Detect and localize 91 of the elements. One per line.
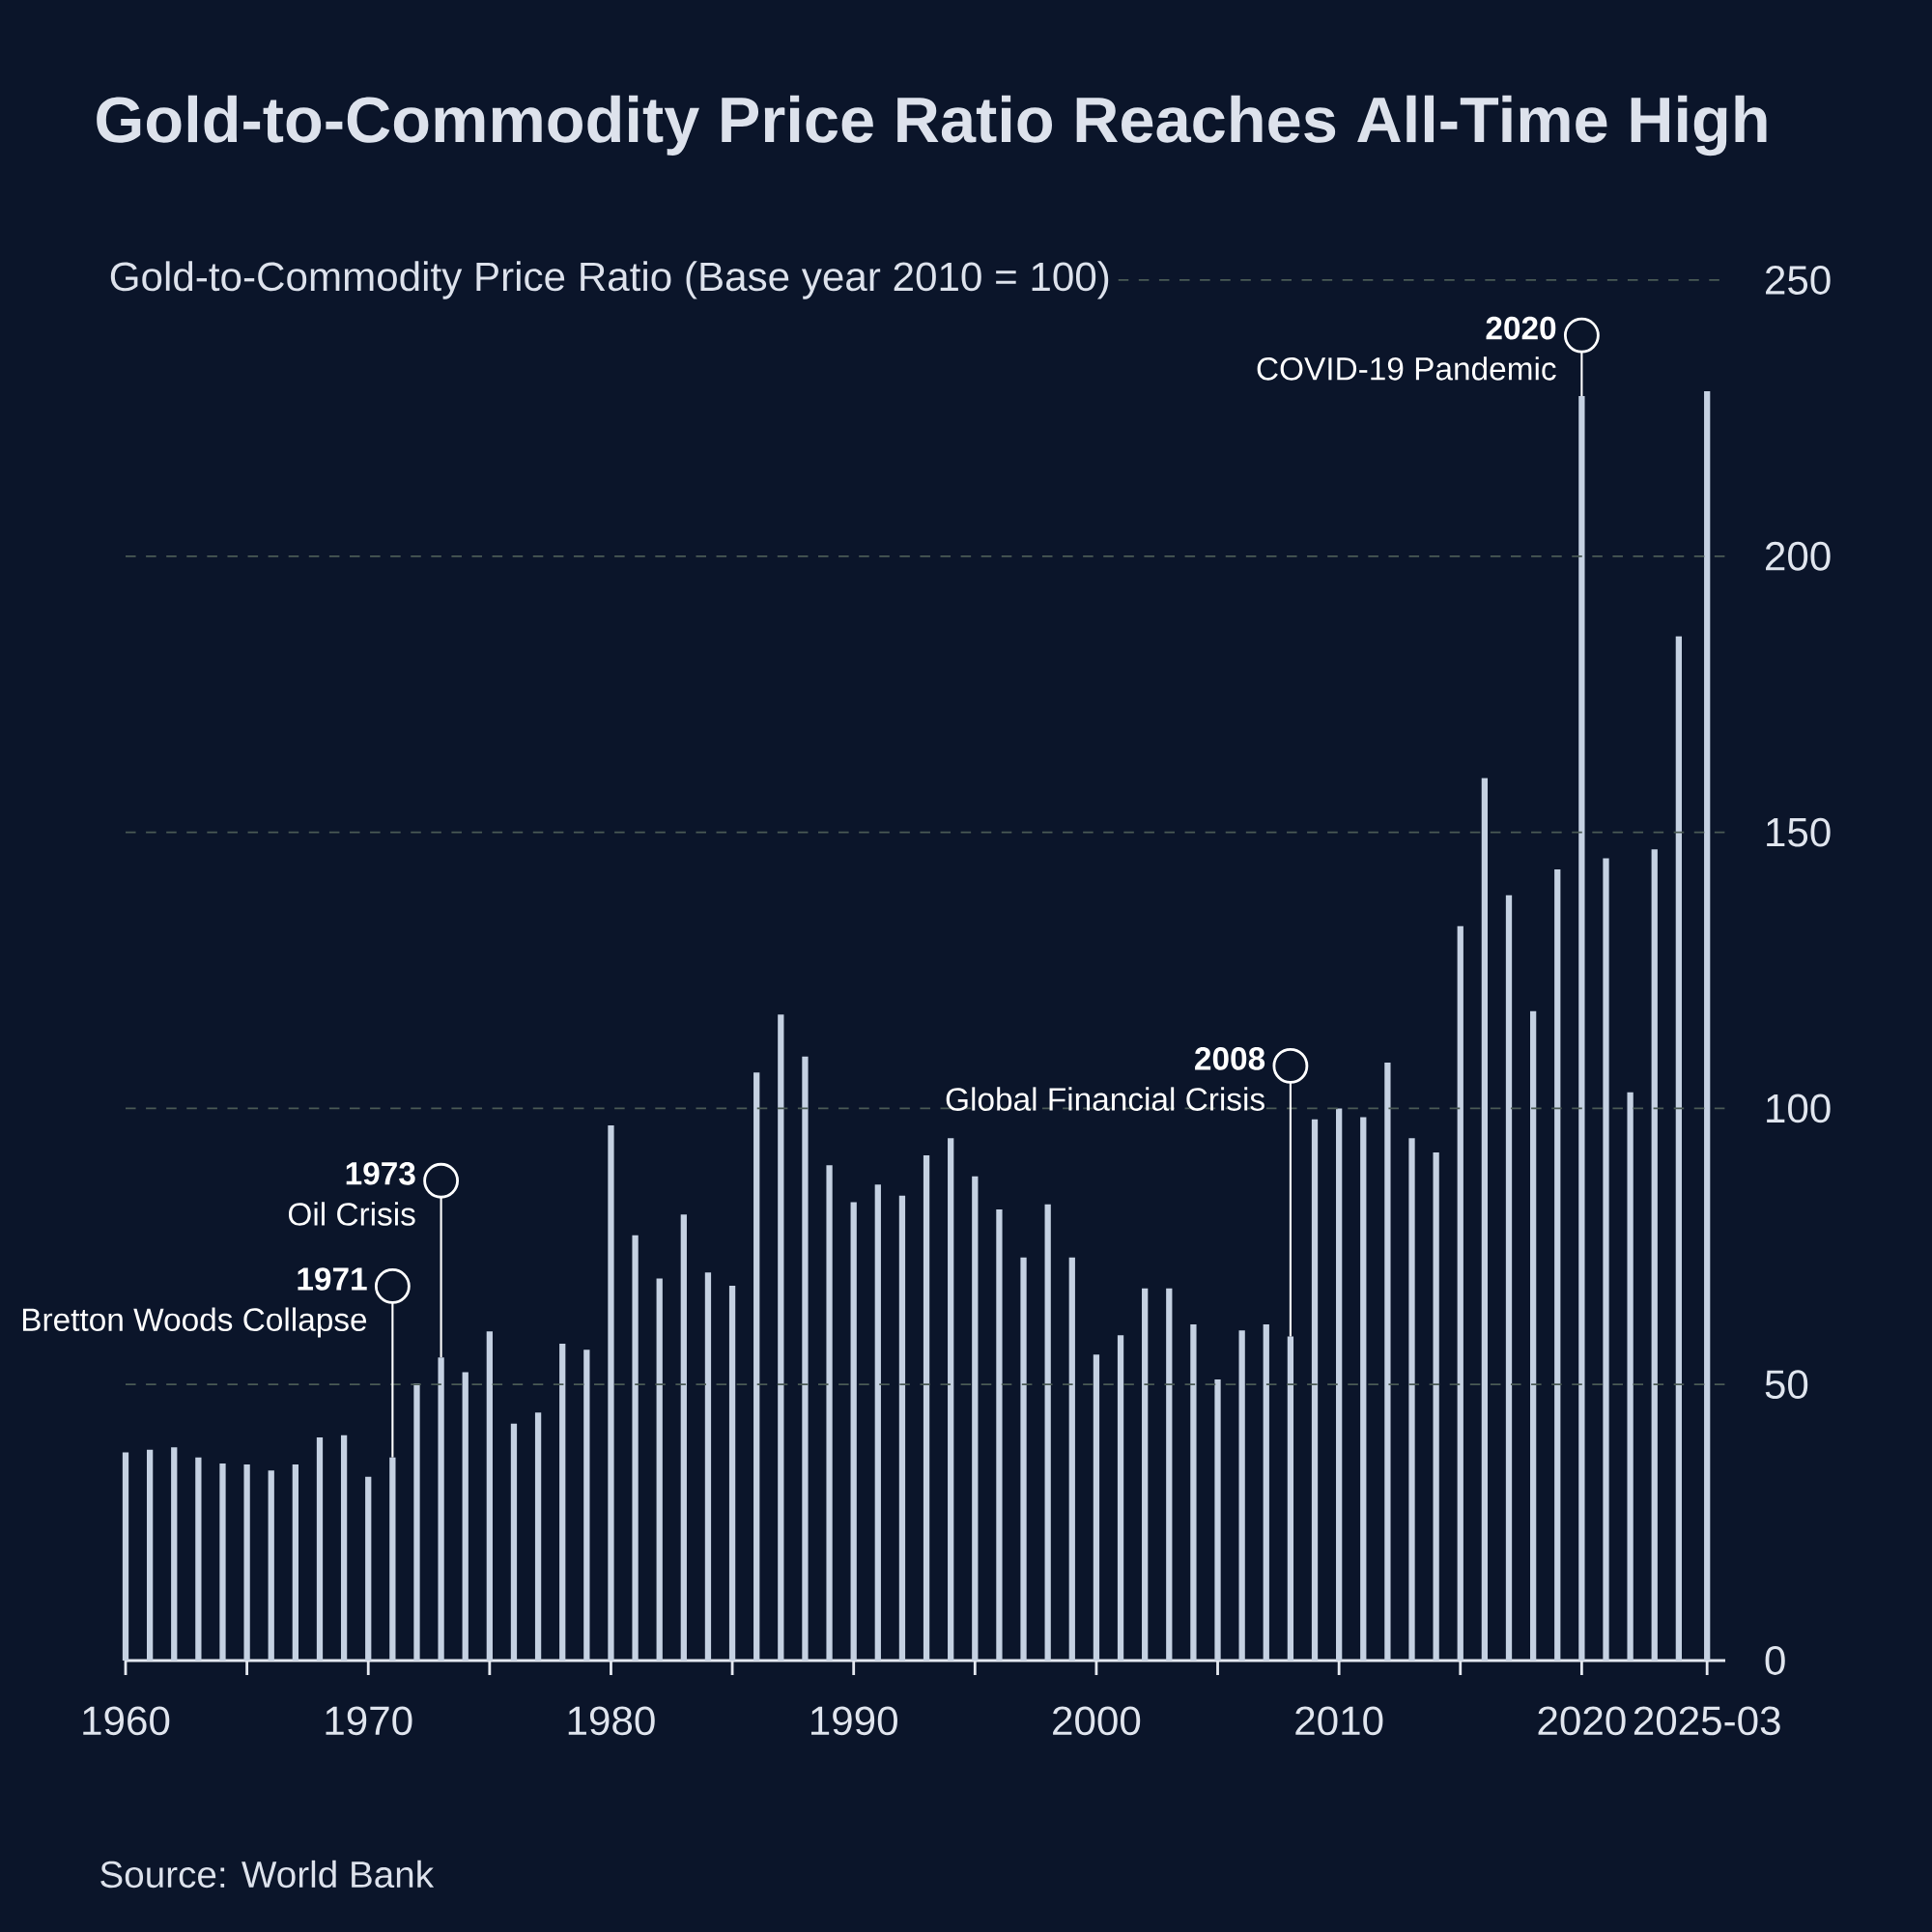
bar: [292, 1464, 298, 1661]
bar: [1190, 1323, 1197, 1661]
annotation: Oil Crisis: [288, 1202, 415, 1226]
annotation: 2008: [1195, 1047, 1265, 1070]
bar: [1238, 1330, 1245, 1661]
bar: [1142, 1288, 1149, 1661]
source-note: Source: World Bank: [100, 1860, 435, 1889]
bar: [1214, 1379, 1221, 1661]
x-tick-label: 2020: [1538, 1706, 1626, 1736]
bar: [1505, 895, 1513, 1661]
bar: [1068, 1257, 1075, 1661]
annotation: Global Financial Crisis: [946, 1087, 1264, 1111]
bar: [826, 1165, 833, 1661]
bar: [122, 1452, 129, 1661]
bar: [1578, 396, 1585, 1661]
bar: [1263, 1323, 1269, 1661]
bar: [438, 1357, 444, 1661]
bar: [1704, 390, 1711, 1661]
bar: [778, 1014, 784, 1661]
bar: [1433, 1152, 1439, 1661]
annotation: COVID-19 Pandemic: [1257, 356, 1556, 381]
y-tick-label: 0: [1765, 1646, 1785, 1675]
bar: [972, 1176, 979, 1661]
y-tick-label: 150: [1767, 817, 1831, 847]
bar: [728, 1285, 736, 1661]
bar: [559, 1343, 566, 1661]
x-tick-label: 2025-03: [1634, 1706, 1780, 1736]
bar: [146, 1449, 154, 1661]
bar: [1311, 1119, 1319, 1661]
bar: [486, 1331, 493, 1661]
bar: [1336, 1108, 1343, 1661]
x-tick-label: 1970: [326, 1706, 412, 1736]
bar: [583, 1350, 590, 1661]
y-tick-label: 200: [1766, 541, 1831, 571]
bar: [656, 1278, 663, 1661]
bar: [1020, 1257, 1027, 1661]
bar: [898, 1195, 906, 1661]
bar: [171, 1447, 178, 1661]
bar: [340, 1435, 348, 1661]
bar: [316, 1437, 324, 1661]
bar: [1093, 1354, 1100, 1661]
bar: [1117, 1335, 1124, 1661]
chart-title: Gold-to-Commodity Price Ratio Reaches All-Time High: [97, 95, 1767, 156]
bar: [1408, 1138, 1415, 1661]
bar: [462, 1372, 469, 1661]
bar: [1360, 1117, 1367, 1661]
bar: [608, 1125, 614, 1661]
bar: [365, 1476, 372, 1661]
y-tick-label: 50: [1765, 1370, 1808, 1400]
x-tick-label: 1980: [568, 1706, 655, 1736]
bar: [1530, 1010, 1537, 1661]
bar: [1554, 868, 1561, 1661]
bar: [948, 1138, 954, 1661]
bar: [996, 1209, 1003, 1661]
y-tick-label: 250: [1766, 266, 1831, 295]
bar: [534, 1412, 542, 1661]
annotation: 1971: [298, 1267, 367, 1291]
bar: [1481, 778, 1489, 1661]
bar: [923, 1154, 930, 1661]
annotation: Bretton Woods Collapse: [22, 1307, 367, 1338]
bar: [680, 1214, 687, 1661]
bar: [219, 1463, 226, 1661]
bar: [1603, 858, 1609, 1661]
bar: [510, 1423, 518, 1661]
bar: [1044, 1204, 1051, 1661]
annotation: 2020: [1486, 316, 1556, 340]
bar: [874, 1184, 881, 1661]
bar: [632, 1235, 639, 1661]
bar: [1166, 1288, 1173, 1661]
bar: [413, 1383, 420, 1661]
bar: [1457, 925, 1463, 1661]
bar: [268, 1470, 274, 1661]
bar: [195, 1457, 202, 1661]
bar: [1287, 1336, 1294, 1661]
bar: [1384, 1062, 1391, 1661]
annotation: 1973: [346, 1161, 415, 1185]
bar: [850, 1202, 857, 1661]
bar: [704, 1272, 712, 1661]
bar: [802, 1056, 809, 1661]
bar: [1675, 636, 1683, 1661]
y-tick-label: 100: [1767, 1094, 1831, 1123]
x-tick-label: 1990: [810, 1706, 897, 1736]
x-tick-label: 2000: [1053, 1706, 1141, 1736]
x-tick-label: 1960: [83, 1706, 170, 1736]
bar: [753, 1072, 760, 1661]
bar: [389, 1457, 396, 1661]
bar: [1651, 849, 1658, 1661]
y-axis-title: Gold-to-Commodity Price Ratio (Base year 2010 = 100): [110, 261, 1109, 299]
bar: [1627, 1092, 1634, 1661]
x-tick-label: 2010: [1295, 1706, 1383, 1736]
bar: [243, 1464, 250, 1661]
